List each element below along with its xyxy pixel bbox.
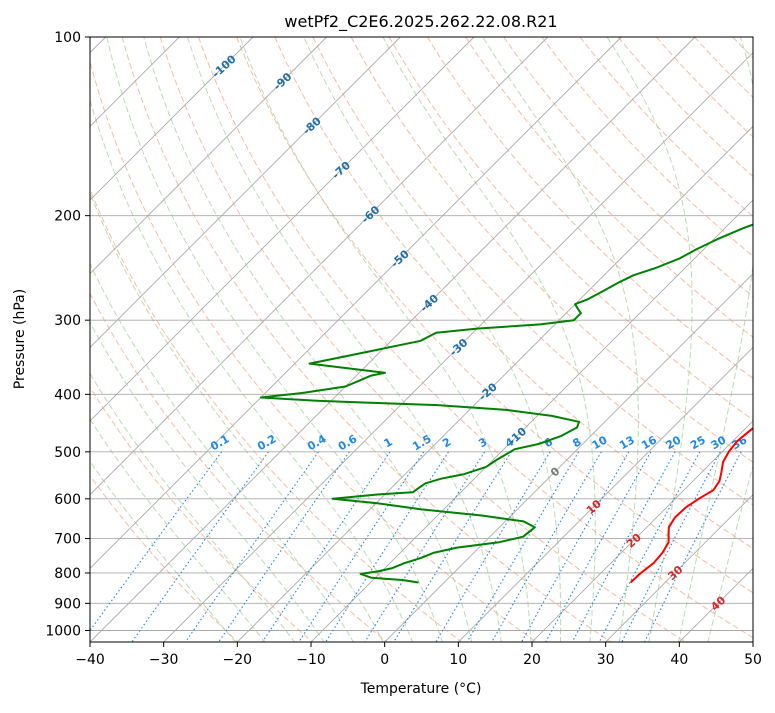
y-tick-label: 700 (54, 532, 81, 548)
x-tick-label: 20 (523, 652, 541, 668)
y-tick-label: 400 (54, 387, 81, 403)
x-tick-label: 10 (449, 652, 467, 668)
x-axis-label: Temperature (°C) (360, 681, 482, 697)
y-tick-label: 600 (54, 492, 81, 508)
x-tick-label: 50 (744, 652, 762, 668)
x-tick-label: −30 (149, 652, 179, 668)
y-axis-label: Pressure (hPa) (12, 289, 28, 389)
x-tick-label: 0 (380, 652, 389, 668)
y-tick-label: 100 (54, 30, 81, 46)
x-tick-label: −10 (296, 652, 326, 668)
y-tick-label: 800 (54, 566, 81, 582)
y-tick-label: 900 (54, 596, 81, 612)
y-tick-label: 500 (54, 445, 81, 461)
x-tick-label: 40 (670, 652, 688, 668)
x-tick-label: −40 (75, 652, 105, 668)
y-tick-label: 200 (54, 209, 81, 225)
y-tick-label: 300 (54, 313, 81, 329)
y-tick-label: 1000 (45, 624, 81, 640)
x-tick-label: 30 (597, 652, 615, 668)
chart-title: wetPf2_C2E6.2025.262.22.08.R21 (284, 12, 557, 32)
x-tick-label: −20 (223, 652, 253, 668)
